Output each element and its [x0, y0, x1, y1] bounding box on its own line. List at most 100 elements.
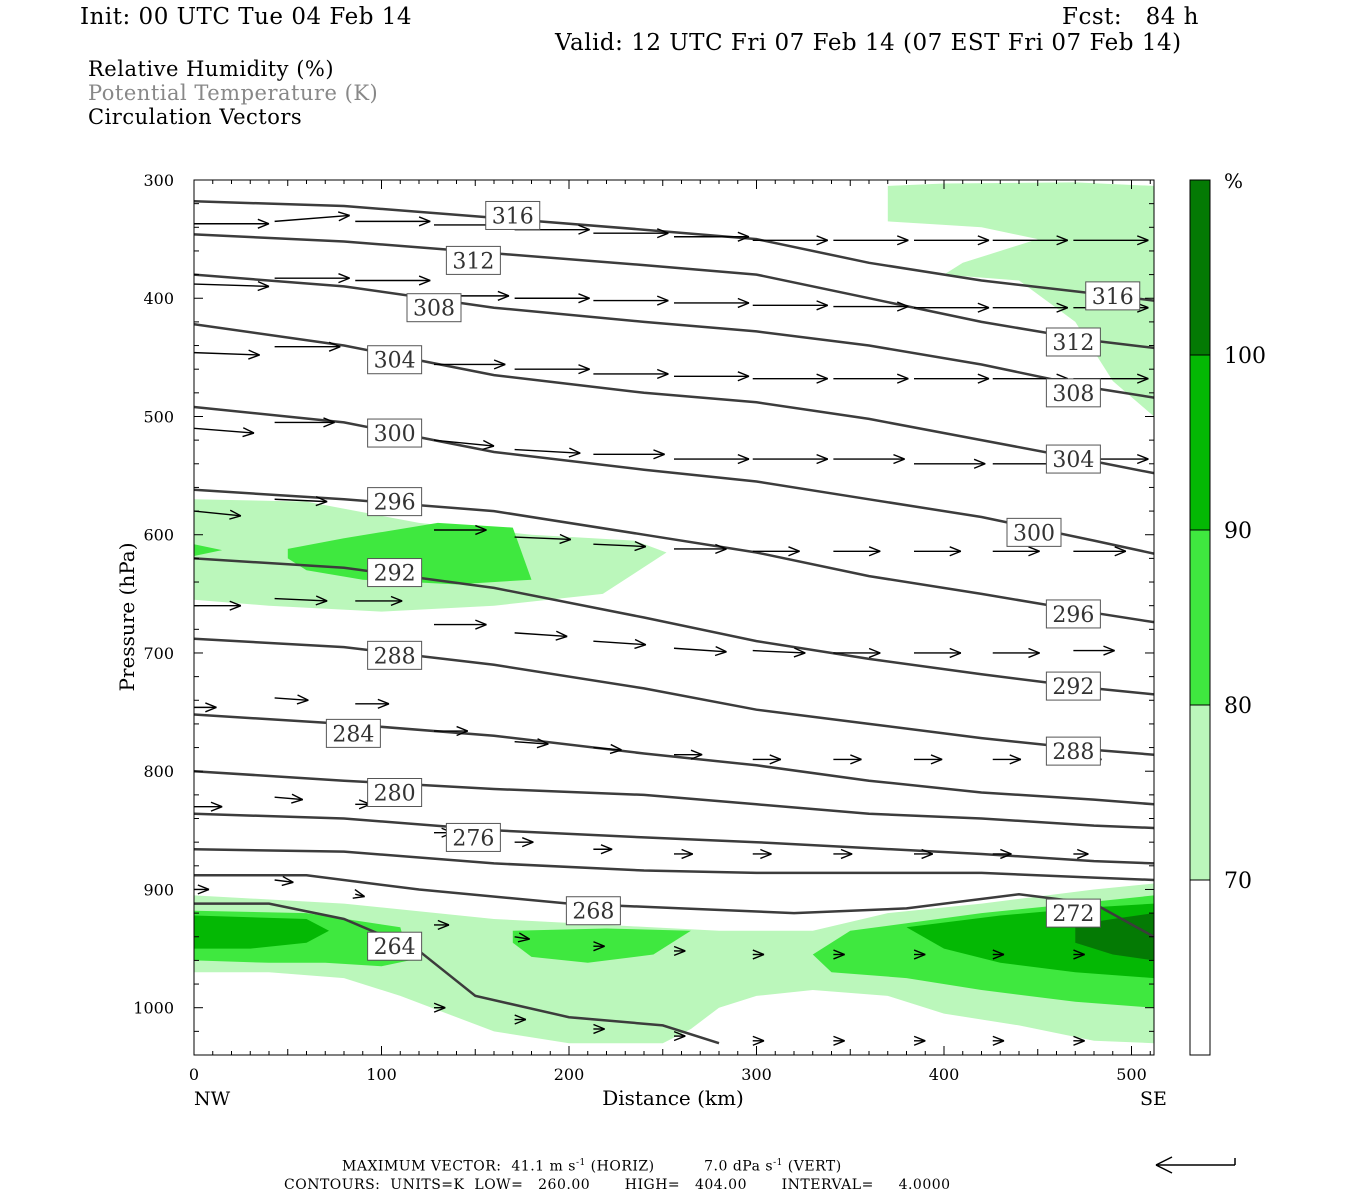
circulation-vector	[1073, 235, 1149, 246]
circulation-vector	[593, 540, 647, 552]
contour-label-276: 276	[445, 822, 501, 852]
circulation-vector	[434, 359, 506, 370]
contour-label-284: 284	[325, 718, 381, 748]
svg-text:276: 276	[452, 826, 494, 851]
circulation-vector	[514, 364, 590, 375]
legend-potential-temperature: Potential Temperature (K)	[88, 81, 379, 105]
circulation-vector	[674, 297, 750, 309]
contour-label-308: 308	[1045, 378, 1101, 408]
circulation-vector	[514, 533, 572, 545]
x-tick-label: 300	[741, 1065, 772, 1084]
circulation-vector	[1073, 645, 1115, 656]
y-tick-label: 1000	[133, 999, 174, 1018]
x-tick-label: 500	[1116, 1065, 1147, 1084]
circulation-vector	[673, 945, 686, 957]
circulation-vector	[593, 743, 622, 755]
svg-text:288: 288	[374, 644, 416, 669]
svg-text:264: 264	[374, 935, 416, 960]
circulation-vector	[194, 702, 217, 713]
circulation-vector	[752, 1035, 765, 1046]
svg-text:292: 292	[374, 562, 416, 587]
svg-text:272: 272	[1052, 902, 1094, 927]
circulation-vector	[433, 439, 495, 451]
circulation-vector	[914, 647, 962, 659]
humidity-region-90-100	[194, 915, 329, 949]
circulation-vector	[992, 647, 1040, 659]
init-time: Init: 00 UTC Tue 04 Feb 14	[80, 4, 413, 30]
x-axis-title: Distance (km)	[602, 1086, 744, 1110]
circulation-vector	[752, 373, 829, 384]
circulation-vector	[593, 228, 669, 239]
circulation-vector	[433, 1002, 446, 1013]
y-tick-label: 900	[143, 880, 174, 899]
circulation-vector	[674, 231, 750, 242]
legend-circulation-vectors: Circulation Vectors	[88, 105, 303, 129]
x-end-label-nw: NW	[194, 1088, 231, 1110]
contour-label-296: 296	[1045, 599, 1101, 629]
svg-text:316: 316	[492, 204, 534, 229]
svg-text:280: 280	[374, 782, 416, 807]
forecast-hour: Fcst: 84 h	[1062, 4, 1199, 30]
circulation-vector	[673, 645, 727, 657]
circulation-vector	[355, 698, 390, 709]
theta-contour-284	[194, 713, 1154, 806]
svg-text:300: 300	[374, 422, 416, 447]
circulation-vector	[593, 638, 647, 650]
circulation-vector	[274, 496, 328, 507]
contour-label-268: 268	[565, 896, 621, 926]
y-tick-label: 800	[143, 762, 174, 781]
svg-text:308: 308	[413, 297, 455, 322]
x-tick-label: 0	[189, 1065, 199, 1084]
circulation-vector	[593, 941, 605, 952]
max-vector-vert-exponent: -1	[773, 1158, 783, 1168]
colorbar-swatch	[1189, 354, 1211, 531]
circulation-vector	[434, 619, 487, 630]
circulation-vector	[752, 235, 829, 246]
contour-label-300: 300	[1006, 517, 1062, 547]
contour-info: CONTOURS: UNITS=K LOW= 260.00 HIGH= 404.…	[284, 1177, 951, 1193]
circulation-vector	[914, 546, 962, 557]
circulation-vector	[514, 738, 549, 749]
theta-contour-272	[194, 848, 1154, 882]
circulation-vector	[673, 1030, 686, 1042]
circulation-vector	[833, 949, 845, 960]
contour-label-280: 280	[367, 778, 423, 807]
circulation-vector	[1073, 848, 1089, 860]
max-vector-horiz-value: 41.1 m s	[511, 1158, 576, 1175]
circulation-vector	[914, 754, 943, 765]
circulation-vector	[833, 453, 905, 465]
max-vector-horiz-tag: (HORIZ)	[590, 1158, 655, 1175]
theta-contour-276	[194, 812, 1154, 865]
y-tick-label: 600	[143, 526, 174, 545]
colorbar-level-label: 100	[1224, 344, 1266, 369]
contour-label-288: 288	[1045, 736, 1101, 766]
humidity-colorbar: 100 90 80 70	[1189, 179, 1266, 1056]
svg-text:308: 308	[1052, 382, 1094, 407]
circulation-vector	[992, 302, 1069, 313]
theta-contour-264	[194, 902, 720, 1045]
circulation-vector	[194, 280, 270, 292]
colorbar-unit: %	[1224, 169, 1243, 193]
humidity-region-80-90	[194, 544, 223, 556]
circulation-vector	[1073, 1035, 1085, 1046]
contour-label-304: 304	[1045, 444, 1101, 474]
svg-text:296: 296	[374, 491, 416, 516]
circulation-vector	[752, 754, 782, 765]
svg-text:312: 312	[452, 249, 494, 274]
svg-text:292: 292	[1052, 675, 1094, 700]
circulation-vector	[913, 1035, 926, 1046]
theta-contour-316	[194, 200, 1154, 302]
circulation-vector	[1073, 949, 1085, 960]
circulation-vector	[914, 848, 934, 860]
circulation-vector	[752, 647, 806, 658]
circulation-vector	[593, 295, 669, 306]
circulation-vector	[752, 300, 829, 311]
circulation-vector	[514, 447, 581, 458]
y-tick-label: 500	[143, 407, 174, 426]
circulation-vector	[434, 919, 450, 931]
x-end-label-se: SE	[1140, 1088, 1167, 1110]
svg-text:268: 268	[572, 900, 614, 925]
contour-label-308: 308	[406, 293, 462, 323]
circulation-vector	[833, 301, 909, 312]
